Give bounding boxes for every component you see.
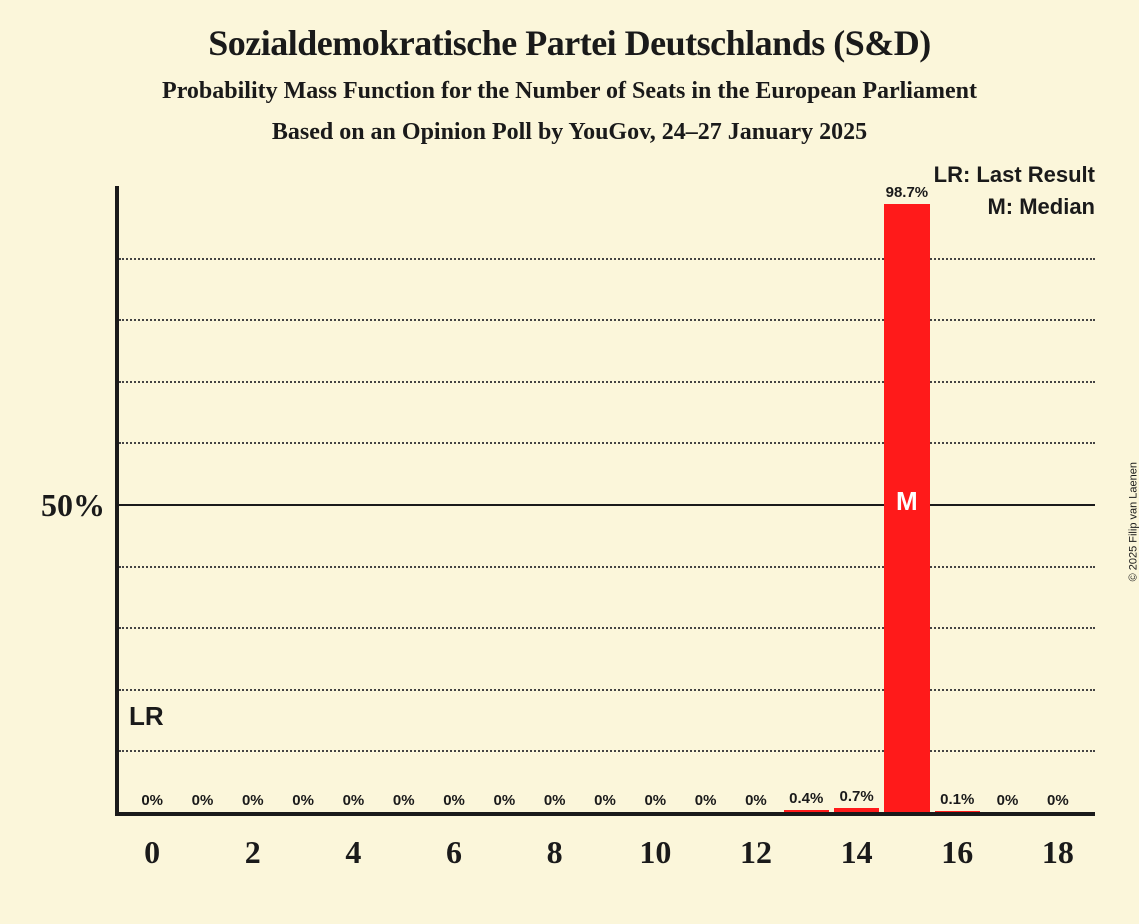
chart-subtitle-1: Probability Mass Function for the Number… xyxy=(0,78,1139,105)
gridline-minor xyxy=(119,627,1095,629)
bar-value-label: 0% xyxy=(393,792,415,809)
bar-value-label: 0.1% xyxy=(940,791,974,808)
bar-value-label: 0% xyxy=(997,792,1019,809)
bar-value-label: 0% xyxy=(1047,792,1069,809)
bar-value-label: 0% xyxy=(544,792,566,809)
x-tick-label: 0 xyxy=(144,834,160,871)
x-tick-label: 6 xyxy=(446,834,462,871)
gridline-minor xyxy=(119,319,1095,321)
x-tick-label: 4 xyxy=(345,834,361,871)
last-result-marker: LR xyxy=(129,701,164,732)
x-tick-label: 8 xyxy=(547,834,563,871)
median-marker: M xyxy=(896,486,918,517)
gridline-minor xyxy=(119,258,1095,260)
x-tick-label: 2 xyxy=(245,834,261,871)
bar xyxy=(834,808,879,812)
bar-value-label: 0.4% xyxy=(789,790,823,807)
bar-value-label: 0% xyxy=(141,792,163,809)
bar-value-label: 0% xyxy=(644,792,666,809)
x-tick-label: 14 xyxy=(841,834,873,871)
x-tick-label: 18 xyxy=(1042,834,1074,871)
bar-value-label: 0% xyxy=(292,792,314,809)
chart-container: Sozialdemokratische Partei Deutschlands … xyxy=(0,0,1139,924)
gridline-minor xyxy=(119,381,1095,383)
gridline-minor xyxy=(119,750,1095,752)
plot-area: 0% 0% 0% 0% 0% 0% 0% 0% 0% 0% 0% 0% 0% 0.4% 0.7% 98.7% 0… xyxy=(115,186,1095,816)
x-axis xyxy=(115,812,1095,816)
bar-value-label: 0% xyxy=(192,792,214,809)
bar xyxy=(935,811,980,812)
gridline-major xyxy=(119,504,1095,506)
legend-last-result: LR: Last Result xyxy=(934,162,1095,188)
gridline-minor xyxy=(119,442,1095,444)
bar-value-label: 0% xyxy=(242,792,264,809)
x-tick-label: 12 xyxy=(740,834,772,871)
gridline-minor xyxy=(119,566,1095,568)
chart-subtitle-2: Based on an Opinion Poll by YouGov, 24–2… xyxy=(0,119,1139,146)
bar-value-label: 0.7% xyxy=(839,788,873,805)
gridline-minor xyxy=(119,689,1095,691)
bar-value-label: 0% xyxy=(443,792,465,809)
bar-value-label: 0% xyxy=(343,792,365,809)
bar-value-label: 0% xyxy=(745,792,767,809)
bar xyxy=(784,810,829,812)
x-tick-label: 10 xyxy=(639,834,671,871)
copyright-text: © 2025 Filip van Laenen xyxy=(1127,462,1139,581)
bar-value-label: 0% xyxy=(695,792,717,809)
bar-value-label: 0% xyxy=(594,792,616,809)
bar-value-label: 98.7% xyxy=(886,184,929,201)
chart-title: Sozialdemokratische Partei Deutschlands … xyxy=(0,0,1139,64)
bar-value-label: 0% xyxy=(494,792,516,809)
x-tick-label: 16 xyxy=(941,834,973,871)
legend-median: M: Median xyxy=(987,194,1095,220)
y-axis xyxy=(115,186,119,816)
y-tick-label-50: 50% xyxy=(10,487,105,524)
